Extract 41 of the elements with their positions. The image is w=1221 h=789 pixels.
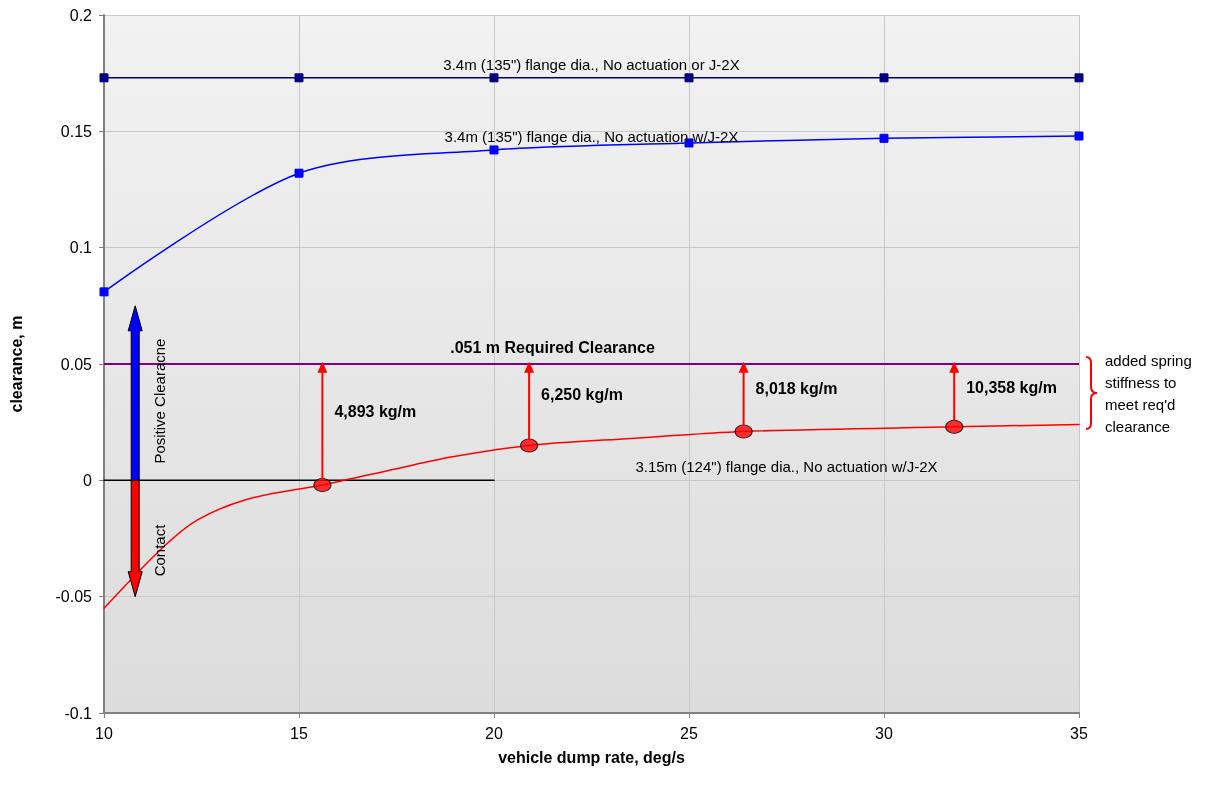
point — [520, 438, 539, 453]
annotation: 4,893 kg/m — [334, 402, 417, 420]
x-tick-label: 10 — [95, 724, 113, 742]
point — [99, 287, 109, 297]
series-label: 3.4m (135") flange dia., No actuation or J-2X — [443, 56, 740, 74]
point — [1074, 131, 1084, 141]
x-tick-label: 25 — [680, 724, 698, 742]
text: added spring stiffness to meet req'd clearance — [1105, 351, 1192, 435]
series-label: 3.4m (135") flange dia., No actuation w/J-2X — [444, 128, 739, 146]
annotation: 6,250 kg/m — [541, 386, 623, 404]
point — [294, 168, 304, 178]
ref-line-label: .051 m Required Clearance — [450, 339, 655, 357]
annotation: Positive Clearacne — [150, 338, 168, 464]
x-tick-label: 30 — [875, 724, 893, 742]
point — [879, 73, 889, 83]
x-axis-title: vehicle dump rate, deg/s — [498, 748, 685, 766]
x-tick-label: 15 — [290, 724, 308, 742]
y-tick-label: 0.1 — [69, 239, 93, 257]
y-tick-label: -0.1 — [64, 704, 93, 722]
y-tick-label: 0.05 — [60, 355, 93, 373]
annotation: 10,358 kg/m — [966, 378, 1057, 396]
y-tick-label: 0.2 — [69, 6, 93, 24]
y-axis-title: clearance, m — [7, 315, 25, 413]
point — [313, 477, 332, 492]
point — [879, 133, 889, 143]
y-tick-label: -0.05 — [55, 588, 93, 606]
annotation: 8,018 kg/m — [755, 380, 838, 398]
x-tick-label: 35 — [1070, 724, 1088, 742]
series-label: 3.15m (124") flange dia., No actuation w/J-2X — [635, 457, 938, 475]
point — [734, 424, 753, 439]
point — [489, 73, 499, 83]
y-tick-label: 0.15 — [60, 122, 93, 140]
y-tick-label: 0 — [83, 471, 93, 489]
point — [294, 73, 304, 83]
point — [684, 73, 694, 83]
point — [489, 145, 499, 155]
point — [1074, 73, 1084, 83]
point — [99, 73, 109, 83]
x-tick-label: 20 — [485, 724, 503, 742]
point — [945, 419, 964, 434]
annotation: Contact — [150, 523, 168, 577]
